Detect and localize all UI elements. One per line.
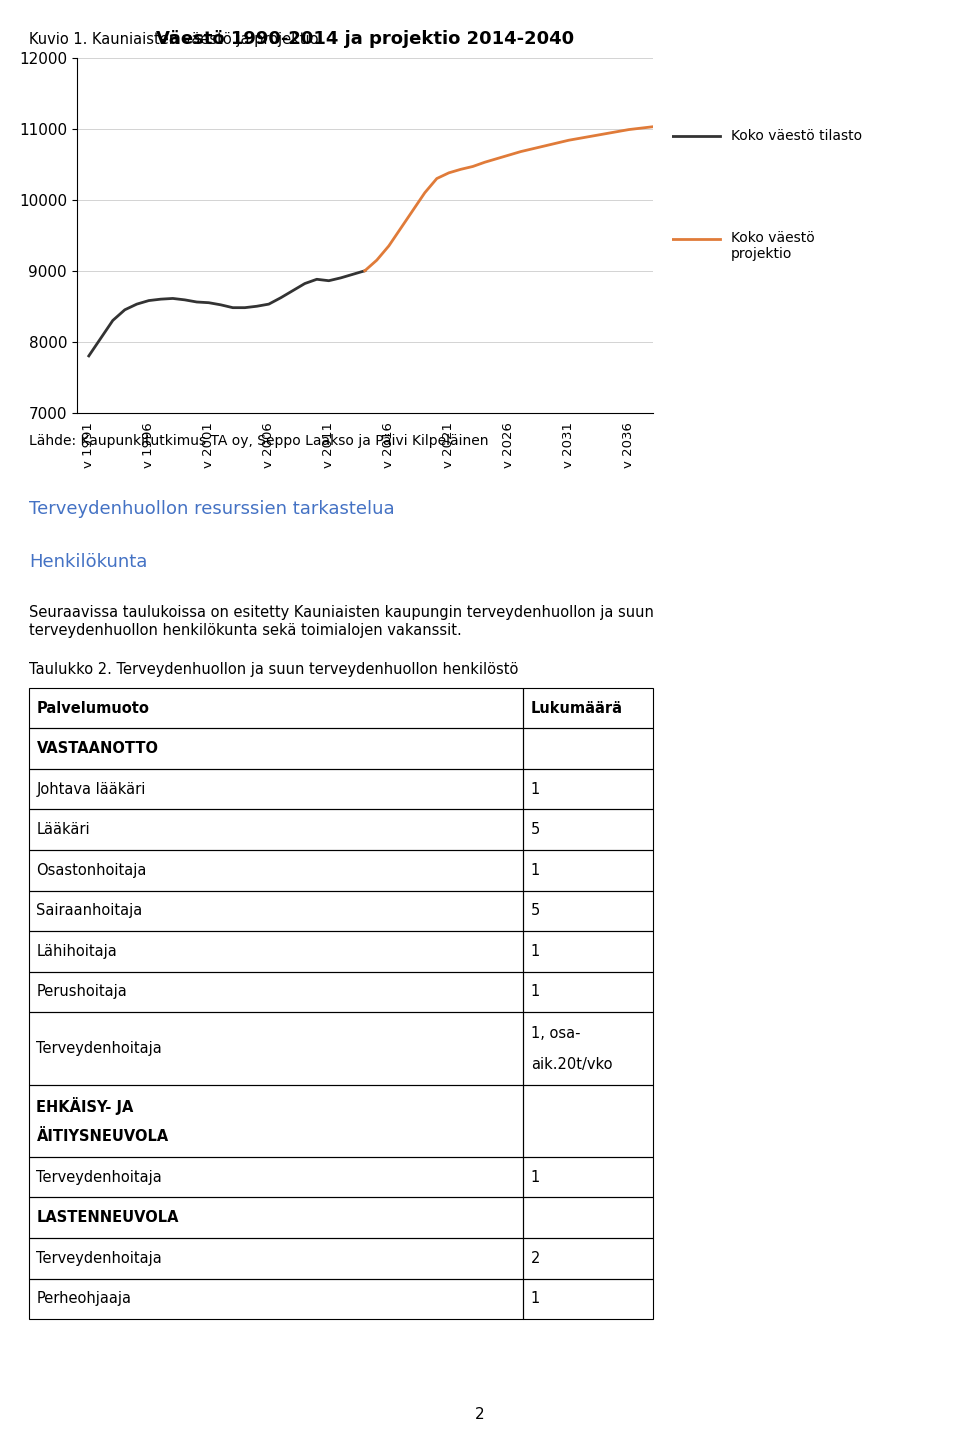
Text: 5: 5 (531, 904, 540, 918)
Text: Taulukko 2. Terveydenhuollon ja suun terveydenhuollon henkilöstö: Taulukko 2. Terveydenhuollon ja suun ter… (29, 662, 518, 676)
Text: 1: 1 (531, 944, 540, 959)
Text: Lukumäärä: Lukumäärä (531, 701, 623, 715)
Text: Henkilökunta: Henkilökunta (29, 553, 147, 571)
Text: 2: 2 (475, 1407, 485, 1422)
Text: Palvelumuoto: Palvelumuoto (36, 701, 150, 715)
Text: 1: 1 (531, 985, 540, 999)
Text: VASTAANOTTO: VASTAANOTTO (36, 741, 158, 756)
Text: Terveydenhoitaja: Terveydenhoitaja (36, 1170, 162, 1184)
Text: 1: 1 (531, 1292, 540, 1306)
Text: Sairaanhoitaja: Sairaanhoitaja (36, 904, 143, 918)
Text: 1: 1 (531, 863, 540, 877)
Text: Perushoitaja: Perushoitaja (36, 985, 128, 999)
Text: Johtava lääkäri: Johtava lääkäri (36, 782, 146, 796)
Text: Koko väestö tilasto: Koko väestö tilasto (732, 129, 862, 143)
Text: Lähde: Kaupunkitutkimus TA oy, Seppo Laakso ja Päivi Kilpeläinen: Lähde: Kaupunkitutkimus TA oy, Seppo Laa… (29, 434, 489, 449)
Text: EHKÄISY- JA: EHKÄISY- JA (36, 1098, 133, 1115)
Text: Osastonhoitaja: Osastonhoitaja (36, 863, 147, 877)
Text: aik.20t/vko: aik.20t/vko (531, 1057, 612, 1072)
Text: Lähihoitaja: Lähihoitaja (36, 944, 117, 959)
Text: Perheohjaaja: Perheohjaaja (36, 1292, 132, 1306)
Text: Koko väestö
projektio: Koko väestö projektio (732, 230, 815, 261)
Text: 1: 1 (531, 1170, 540, 1184)
Text: Terveydenhoitaja: Terveydenhoitaja (36, 1041, 162, 1056)
Text: Seuraavissa taulukoissa on esitetty Kauniaisten kaupungin terveydenhuollon ja su: Seuraavissa taulukoissa on esitetty Kaun… (29, 605, 654, 637)
Text: 1, osa-: 1, osa- (531, 1027, 581, 1041)
Text: Terveydenhoitaja: Terveydenhoitaja (36, 1251, 162, 1266)
Text: LASTENNEUVOLA: LASTENNEUVOLA (36, 1211, 179, 1225)
Text: Terveydenhuollon resurssien tarkastelua: Terveydenhuollon resurssien tarkastelua (29, 500, 395, 517)
Text: Kuvio 1. Kauniaisten väestö ja projektio.: Kuvio 1. Kauniaisten väestö ja projektio… (29, 32, 323, 46)
Text: 5: 5 (531, 822, 540, 837)
Text: Lääkäri: Lääkäri (36, 822, 90, 837)
Title: Väestö 1990-2014 ja projektio 2014-2040: Väestö 1990-2014 ja projektio 2014-2040 (156, 30, 574, 48)
Text: 2: 2 (531, 1251, 540, 1266)
Text: ÄITIYSNEUVOLA: ÄITIYSNEUVOLA (36, 1129, 169, 1144)
Text: 1: 1 (531, 782, 540, 796)
